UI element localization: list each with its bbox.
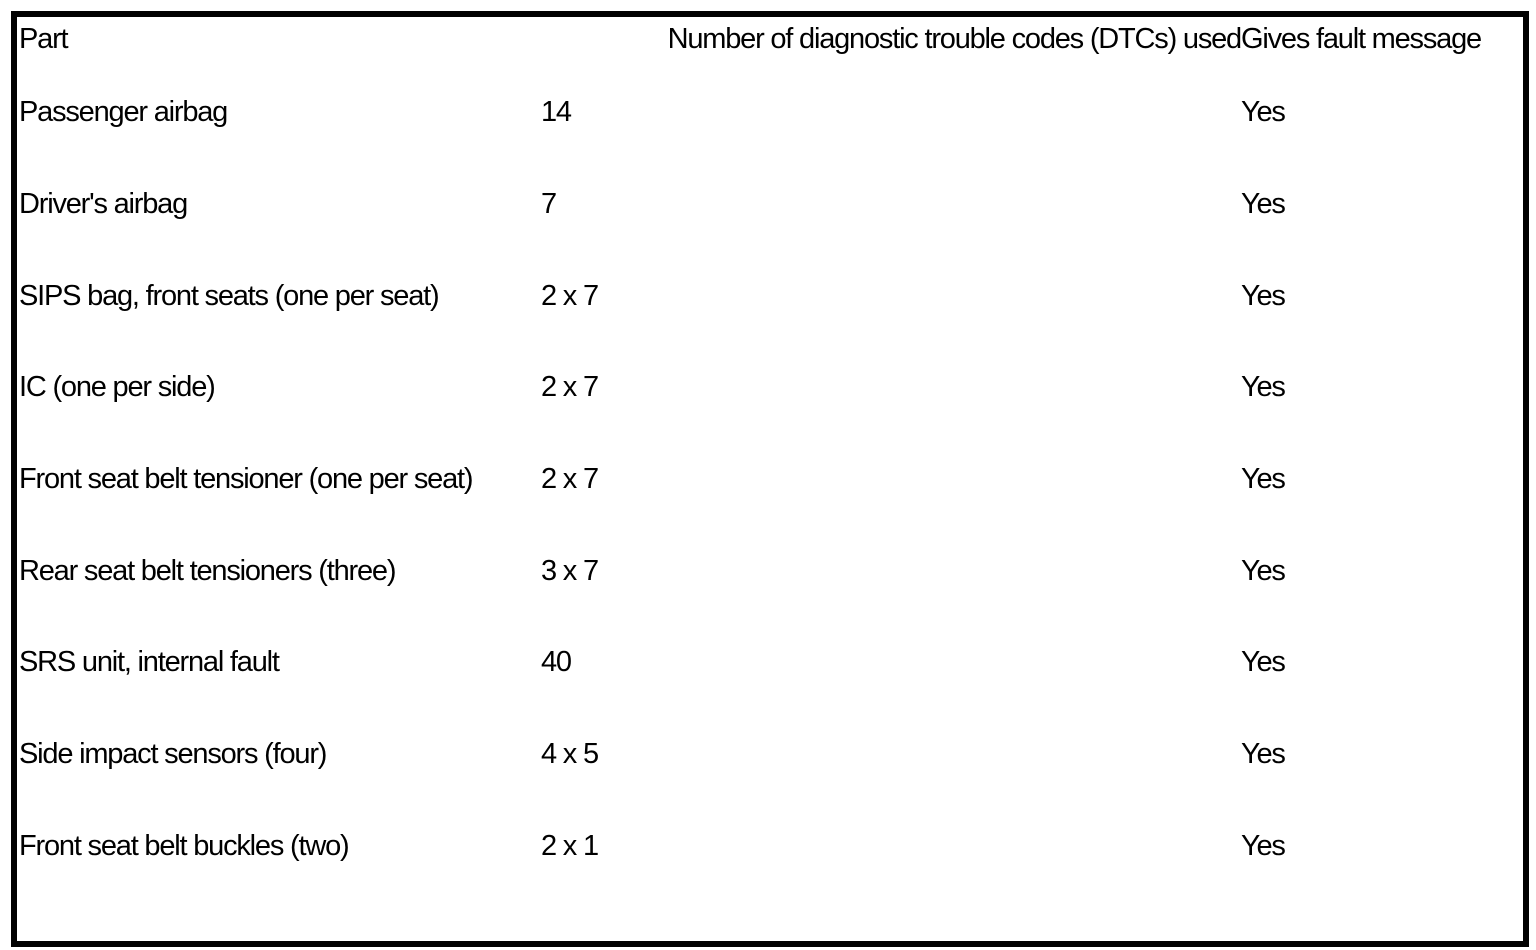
cell-part: SIPS bag, front seats (one per seat)	[19, 279, 440, 312]
table-row: IC (one per side) 2 x 7 Yes	[19, 342, 1515, 434]
cell-part: Side impact sensors (four)	[19, 738, 327, 771]
table-row: Front seat belt tensioner (one per seat)…	[19, 434, 1515, 526]
cell-fault-message: Yes	[1241, 188, 1286, 221]
cell-part: Front seat belt tensioner (one per seat)	[19, 463, 474, 496]
cell-dtc-count: 40	[541, 646, 572, 679]
cell-dtc-count: 4 x 5	[541, 738, 599, 771]
cell-fault-message: Yes	[1241, 646, 1286, 679]
table-row: Driver's airbag 7 Yes	[19, 159, 1515, 251]
cell-dtc-count: 2 x 7	[541, 371, 599, 404]
cell-part: Driver's airbag	[19, 188, 188, 221]
cell-dtc-count: 14	[541, 96, 572, 129]
cell-part: Passenger airbag	[19, 96, 228, 129]
dtc-table: Part Number of diagnostic trouble codes …	[19, 17, 1515, 892]
cell-part: Front seat belt buckles (two)	[19, 829, 350, 862]
cell-fault-message: Yes	[1241, 738, 1286, 771]
table-body: Passenger airbag 14 Yes Driver's airbag …	[19, 67, 1515, 892]
cell-part: IC (one per side)	[19, 371, 216, 404]
table-row: Rear seat belt tensioners (three) 3 x 7 …	[19, 525, 1515, 617]
cell-fault-message: Yes	[1241, 279, 1286, 312]
header-part: Part	[19, 23, 69, 55]
table-frame: Part Number of diagnostic trouble codes …	[11, 11, 1529, 947]
header-row: Part Number of diagnostic trouble codes …	[19, 17, 1515, 67]
cell-dtc-count: 2 x 1	[541, 829, 599, 862]
table-row: SIPS bag, front seats (one per seat) 2 x…	[19, 250, 1515, 342]
header-fault-message: Gives fault message	[1241, 23, 1482, 55]
cell-dtc-count: 2 x 7	[541, 463, 599, 496]
table-row: Side impact sensors (four) 4 x 5 Yes	[19, 709, 1515, 801]
header-dtc-count: Number of diagnostic trouble codes (DTCs…	[667, 23, 1243, 55]
cell-dtc-count: 7	[541, 188, 557, 221]
table-row: Front seat belt buckles (two) 2 x 1 Yes	[19, 801, 1515, 893]
table-row: Passenger airbag 14 Yes	[19, 67, 1515, 159]
cell-part: SRS unit, internal fault	[19, 646, 280, 679]
cell-fault-message: Yes	[1241, 96, 1286, 129]
cell-fault-message: Yes	[1241, 829, 1286, 862]
cell-dtc-count: 2 x 7	[541, 279, 599, 312]
cell-dtc-count: 3 x 7	[541, 554, 599, 587]
cell-fault-message: Yes	[1241, 463, 1286, 496]
cell-fault-message: Yes	[1241, 554, 1286, 587]
cell-fault-message: Yes	[1241, 371, 1286, 404]
cell-part: Rear seat belt tensioners (three)	[19, 554, 396, 587]
table-row: SRS unit, internal fault 40 Yes	[19, 617, 1515, 709]
